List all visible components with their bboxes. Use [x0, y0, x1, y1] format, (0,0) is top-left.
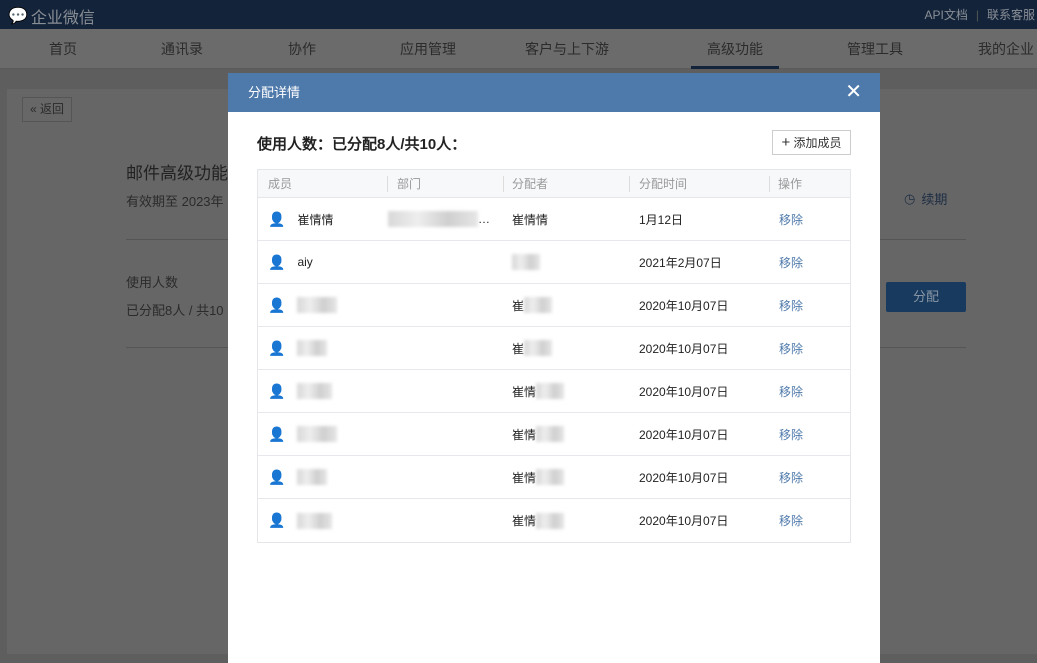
users-value: 已分配8人 / 共10	[126, 303, 224, 318]
remove-link[interactable]: 移除	[779, 514, 804, 528]
logo[interactable]: 💬 企业微信	[8, 8, 95, 27]
assign-time: 1月12日	[639, 212, 684, 227]
table-row: 👤 崔情 2020年10月07日 移除	[258, 456, 850, 499]
assign-time: 2020年10月07日	[639, 514, 729, 528]
user-icon: 👤	[268, 210, 286, 227]
col-time: 分配时间	[639, 177, 688, 191]
nav-apps[interactable]: 应用管理	[400, 41, 456, 57]
validity: 有效期至 2023年	[126, 194, 224, 209]
remove-link[interactable]: 移除	[779, 470, 804, 485]
assignment-details-dialog: 分配详情 ✕ 使用人数：已分配8人/共10人： + 添加成员 成员 部门 分配者 …	[228, 73, 880, 663]
table-header: 成员 部门 分配者 分配时间 操作	[258, 170, 850, 198]
user-icon: 👤	[268, 382, 286, 399]
table-row: 👤 aiy 2021年2月07日 移除	[258, 241, 850, 284]
user-icon: 👤	[268, 425, 286, 442]
member-name: aiy	[297, 255, 313, 269]
col-member: 成员	[268, 177, 293, 191]
assign-time: 2020年10月07日	[639, 470, 729, 485]
assigner: 崔情	[512, 470, 537, 485]
user-icon: 👤	[268, 253, 286, 270]
user-icon: 👤	[268, 468, 286, 485]
blurred-assigner	[536, 383, 565, 399]
blurred-assigner	[524, 297, 553, 313]
nav-customers[interactable]: 客户与上下游	[525, 41, 609, 57]
blurred-name	[297, 512, 333, 529]
dept: …	[478, 212, 490, 226]
blurred-name	[297, 469, 328, 485]
nav-contacts[interactable]: 通讯录	[161, 41, 203, 57]
remove-link[interactable]: 移除	[779, 341, 804, 356]
remove-link[interactable]: 移除	[779, 384, 804, 399]
plus-icon: +	[781, 134, 791, 151]
user-icon: 👤	[268, 296, 286, 313]
feature-title: 邮件高级功能	[126, 164, 228, 183]
table-row: 👤 崔情 2020年10月07日 移除	[258, 499, 850, 542]
blurred-name	[297, 297, 338, 313]
assigner: 崔	[512, 341, 525, 356]
table-row: 👤 崔情 2020年10月07日 移除	[258, 370, 850, 413]
add-member-button[interactable]: + 添加成员	[772, 130, 851, 155]
assigner: 崔情情	[512, 212, 549, 227]
blurred-assigner	[536, 512, 565, 529]
main-nav: 首页 通讯录 协作 应用管理 客户与上下游 高级功能 管理工具 我的企业	[0, 29, 1037, 69]
col-assigner: 分配者	[512, 177, 549, 191]
blurred-assigner	[536, 469, 565, 485]
contact-support-link[interactable]: 联系客服	[986, 8, 1035, 22]
nav-collab[interactable]: 协作	[288, 41, 316, 57]
user-icon: 👤	[268, 512, 286, 528]
col-action: 操作	[778, 177, 803, 191]
blurred-name	[297, 426, 338, 442]
clock-icon: ◷	[904, 190, 916, 206]
divider: |	[975, 8, 979, 22]
remove-link[interactable]: 移除	[779, 298, 804, 313]
top-bar: 💬 企业微信 API文档 | 联系客服	[0, 0, 1037, 29]
users-label: 使用人数	[126, 275, 179, 290]
chat-bubble-icon: 💬	[8, 8, 28, 25]
blurred-name	[297, 383, 333, 399]
table-row: 👤 崔情 2020年10月07日 移除	[258, 413, 850, 456]
assign-time: 2020年10月07日	[639, 341, 729, 356]
member-name: 崔情情	[297, 212, 334, 227]
assign-time: 2020年10月07日	[639, 384, 729, 399]
assigner: 崔情	[512, 514, 537, 528]
usage-summary: 使用人数：已分配8人/共10人：	[257, 136, 467, 153]
table-row: 👤 崔 2020年10月07日 移除	[258, 327, 850, 370]
blurred-name	[297, 340, 328, 356]
blurred-dept	[388, 211, 478, 227]
close-icon[interactable]: ✕	[845, 81, 862, 103]
blurred-assigner	[524, 340, 553, 356]
nav-advanced[interactable]: 高级功能	[691, 29, 779, 69]
assign-time: 2021年2月07日	[639, 255, 722, 270]
nav-tools[interactable]: 管理工具	[847, 41, 903, 57]
remove-link[interactable]: 移除	[779, 255, 804, 270]
assign-time: 2020年10月07日	[639, 427, 729, 442]
api-docs-link[interactable]: API文档	[924, 8, 968, 22]
dialog-title: 分配详情	[248, 85, 301, 100]
blurred-assigner	[512, 254, 540, 270]
assign-button[interactable]: 分配	[886, 282, 966, 312]
blurred-assigner	[536, 426, 565, 442]
nav-enterprise[interactable]: 我的企业	[978, 41, 1034, 57]
nav-home[interactable]: 首页	[49, 41, 77, 57]
table-row: 👤 崔 2020年10月07日 移除	[258, 284, 850, 327]
assigner: 崔情	[512, 427, 537, 442]
user-icon: 👤	[268, 339, 286, 356]
remove-link[interactable]: 移除	[779, 212, 804, 227]
assign-time: 2020年10月07日	[639, 298, 729, 313]
assigner: 崔情	[512, 384, 537, 399]
renew-button[interactable]: ◷ 续期	[904, 190, 948, 208]
back-button[interactable]: « 返回	[22, 97, 72, 122]
assigner: 崔	[512, 298, 525, 313]
col-dept: 部门	[397, 177, 422, 191]
remove-link[interactable]: 移除	[779, 427, 804, 442]
table-row: 👤 崔情情 … 崔情情 1月12日 移除	[258, 198, 850, 241]
members-table: 成员 部门 分配者 分配时间 操作 👤 崔情情 … 崔情情 1月12日 移除 👤 ai…	[257, 169, 851, 543]
